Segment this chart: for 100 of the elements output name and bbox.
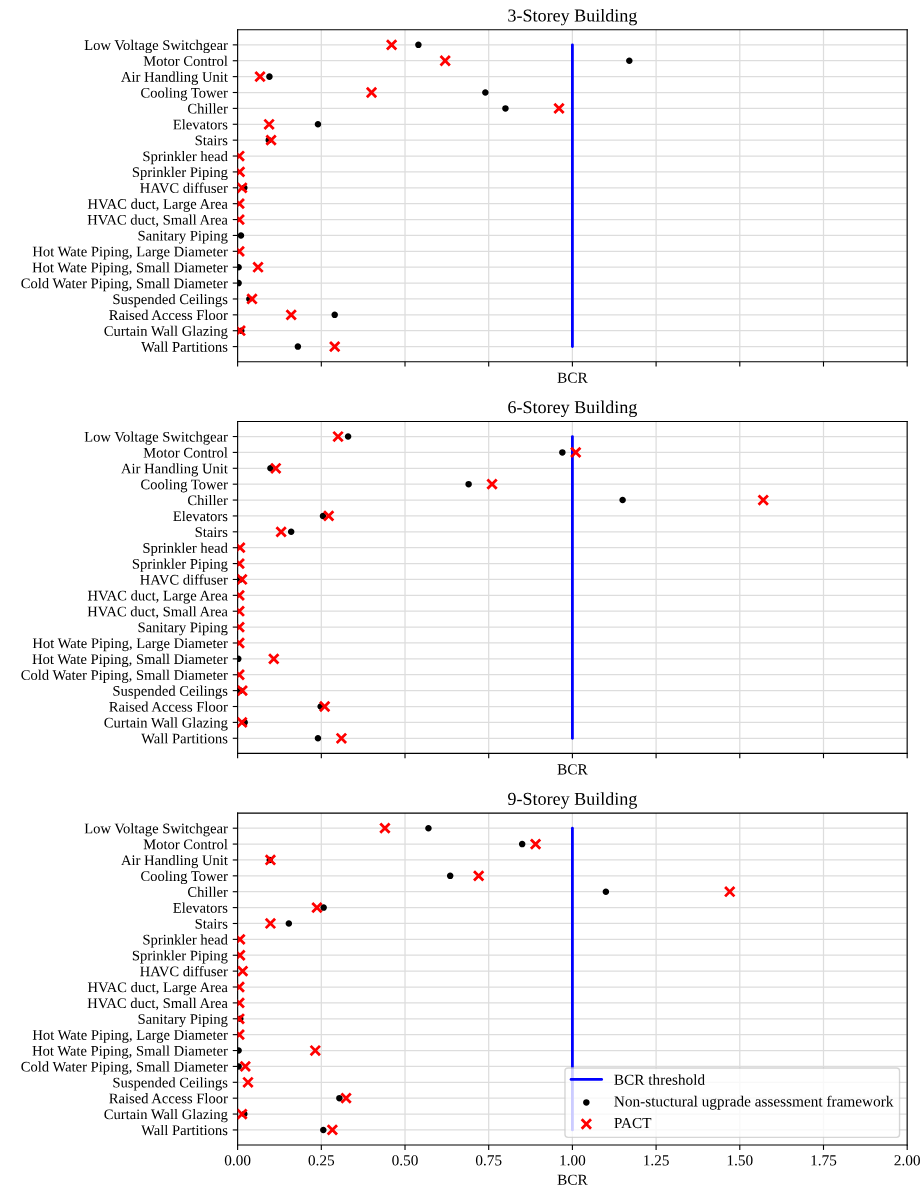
y-tick-label: Hot Wate Piping, Large Diameter [32,1030,228,1043]
y-tick-label: Wall Partitions [141,341,228,352]
y-tick-label: Sanitary Piping [138,230,228,244]
point [344,433,352,440]
point [314,121,322,128]
y-tick-label: HVAC duct, Large Area [87,981,228,996]
y-tick-label: Sprinkler Piping [132,950,228,964]
y-tick-label: Elevators [173,510,228,522]
y-tick-label: Wall Partitions [141,733,228,744]
point [239,1060,252,1073]
point [365,86,378,99]
y-tick-label: HVAC duct, Small Area [87,997,228,1011]
point [254,70,267,83]
y-tick-label: Chiller [187,494,228,506]
y-tick-label: Curtain Wall Glazing [104,717,228,731]
y-tick-label: HAVC diffuser [140,574,228,585]
point [294,343,302,350]
y-tick-label: Curtain Wall Glazing [104,1109,228,1123]
point [237,1047,242,1054]
point [757,494,770,507]
y-tick-label: Cooling Tower [141,479,228,493]
y-tick-label: Sprinkler head [143,150,228,165]
point [332,430,345,443]
point [266,73,273,80]
point [251,261,265,274]
y-tick-label: Chiller [187,886,228,897]
y-tick-label: Cooling Tower [141,87,228,101]
y-tick-label: Hot Wate Piping, Small Diameter [32,262,228,276]
y-tick-label: Hot Wate Piping, Large Diameter [32,246,228,260]
y-tick-label: Suspended Ceilings [113,293,228,308]
point [320,904,327,911]
y-tick-label: Cold Water Piping, Small Diameter [21,669,228,683]
point [237,949,247,962]
y-tick-label: Raised Access Floor [109,1093,228,1104]
point [265,134,278,147]
x-axis-title: BCR [557,372,588,383]
x-tick-label: 1.50 [727,1155,753,1166]
point [241,1076,255,1089]
y-tick-label: HAVC diffuser [140,965,228,977]
point [559,449,566,456]
point [335,732,348,745]
y-tick-label: Motor Control [143,447,228,458]
point [619,496,626,504]
y-tick-label: Sanitary Piping [138,1014,228,1027]
x-tick-label: 1.00 [560,1155,586,1166]
point [486,478,499,491]
y-tick-label: Curtain Wall Glazing [104,325,228,339]
y-tick-label: Cold Water Piping, Small Diameter [21,278,228,292]
y-tick-label: Motor Control [143,839,228,850]
point [237,965,249,978]
point [336,1094,343,1102]
y-tick-label: Hot Wate Piping, Large Diameter [32,638,228,652]
y-tick-label: Low Voltage Switchgear [84,39,228,54]
chart-title: 6-Storey Building [508,400,638,417]
chart-title: 3-Storey Building [508,8,638,26]
y-tick-label: Raised Access Floor [109,309,228,321]
x-tick-label: 0.75 [475,1155,502,1166]
x-tick-label: 1.75 [811,1155,837,1166]
y-tick-label: Air Handling Unit [121,854,228,869]
point [465,480,472,488]
point [322,509,335,522]
point [482,89,489,96]
legend-label: PACT [614,1117,652,1129]
y-tick-label: Low Voltage Switchgear [84,431,228,445]
point [328,340,341,353]
y-tick-label: Air Handling Unit [121,71,228,85]
point [264,917,277,930]
y-tick-label: Hot Wate Piping, Small Diameter [32,653,228,668]
point [314,735,322,742]
point [269,462,282,475]
point [472,869,485,882]
point [569,446,582,459]
point [626,57,633,64]
point [310,901,324,914]
point [320,1126,327,1134]
y-tick-label: Stairs [195,135,228,146]
point [529,838,542,851]
y-tick-label: HVAC duct, Large Area [87,590,228,604]
point [378,822,391,835]
point [425,824,432,832]
y-tick-label: Stairs [195,527,228,538]
y-tick-label: Wall Partitions [141,1124,228,1136]
point [331,311,338,319]
point [309,1044,322,1057]
y-tick-label: Low Voltage Switchgear [84,823,228,837]
y-tick-label: Motor Control [143,55,228,66]
y-tick-label: Sanitary Piping [138,622,228,636]
y-tick-label: HVAC duct, Large Area [87,198,228,212]
point [385,38,398,51]
point [340,1092,353,1105]
point [723,885,736,898]
y-tick-label: HVAC duct, Small Area [87,606,228,619]
y-tick-label: Sprinkler Piping [132,558,228,572]
y-tick-label: Air Handling Unit [121,463,228,477]
point [237,1063,242,1070]
x-tick-label: 1.25 [644,1155,669,1166]
x-tick-label: 0.25 [308,1155,335,1166]
y-tick-label: Elevators [173,902,228,913]
y-tick-label: Sprinkler head [143,934,228,948]
y-tick-label: HVAC duct, Small Area [87,214,228,227]
